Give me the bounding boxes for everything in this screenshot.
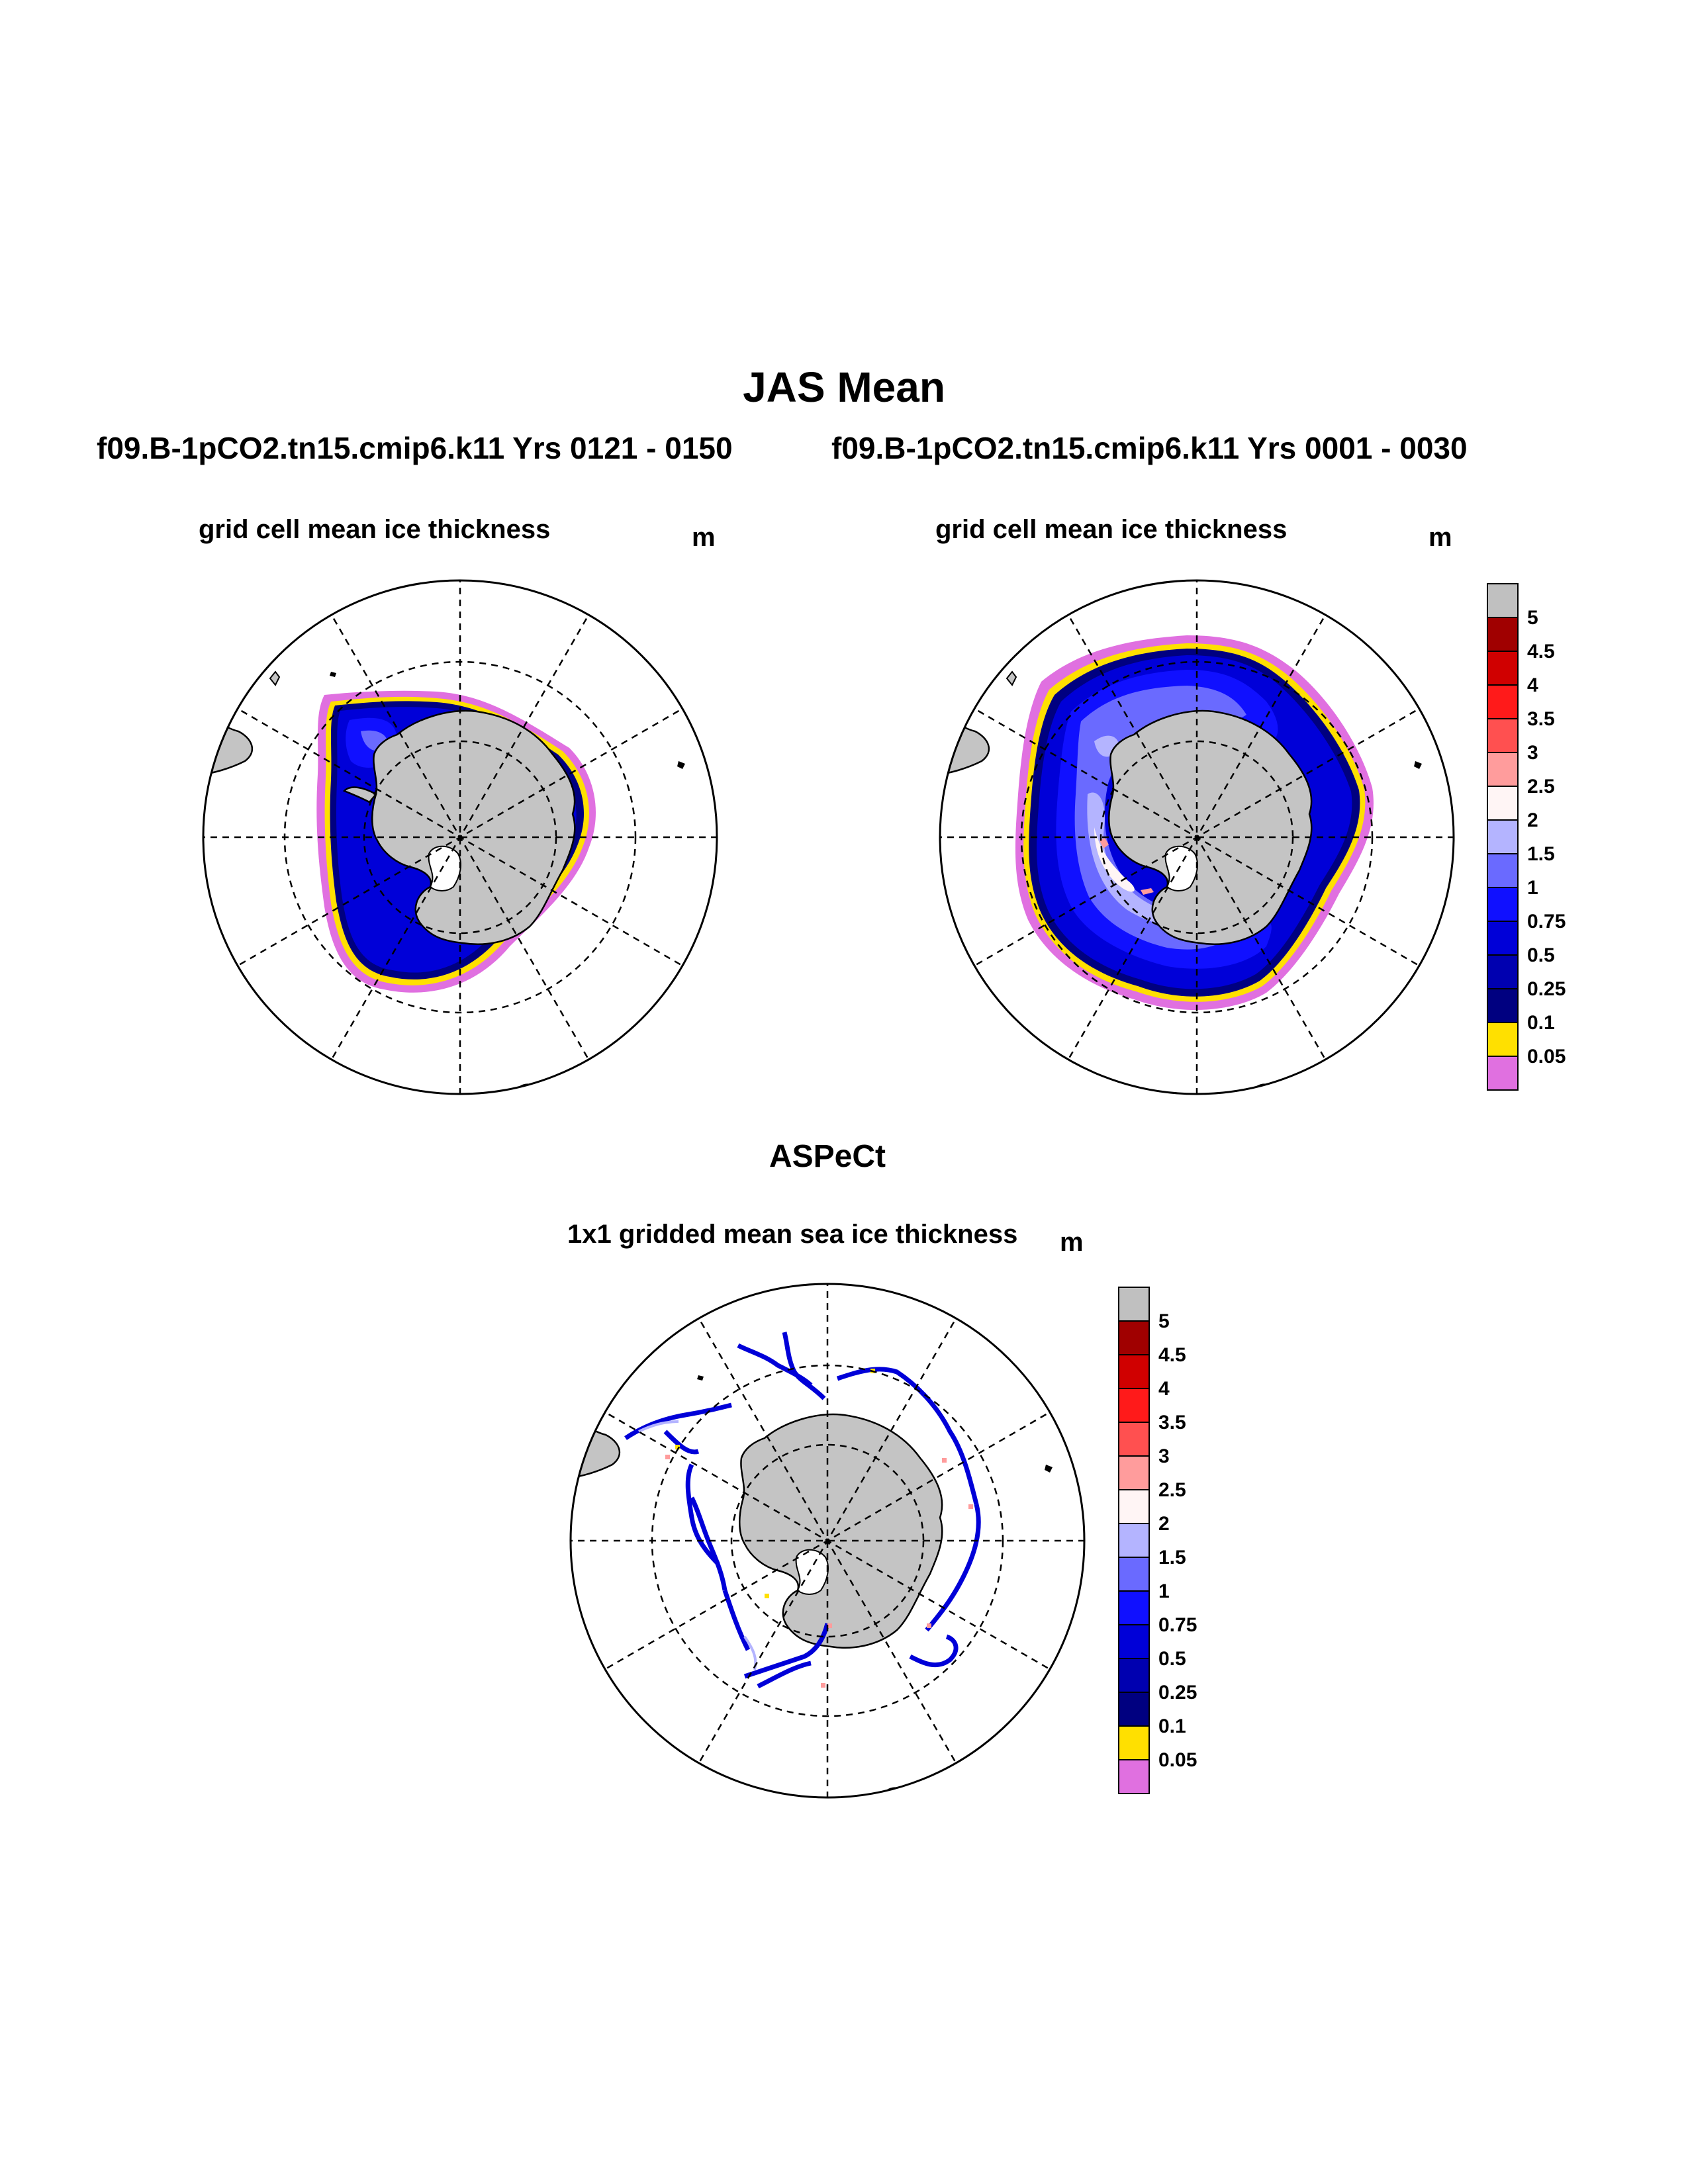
- ice-shelf: [1164, 845, 1198, 891]
- colorbar-label: 4.5: [1527, 641, 1555, 662]
- colorbar-label: 0.05: [1527, 1046, 1566, 1068]
- island: [1006, 670, 1017, 686]
- colorbar-label: 0.1: [1527, 1012, 1555, 1034]
- colorbar-box: [1118, 1590, 1150, 1625]
- island: [677, 761, 685, 769]
- colorbar-label: 3: [1158, 1445, 1170, 1467]
- colorbar-box: [1118, 1759, 1150, 1794]
- island: [1045, 1465, 1053, 1473]
- colorbar-box: [1118, 1557, 1150, 1592]
- colorbar-label: 0.25: [1527, 978, 1566, 1000]
- colorbar-label: 2.5: [1158, 1479, 1186, 1501]
- colorbar-label: 4.5: [1158, 1344, 1186, 1366]
- island: [269, 670, 281, 686]
- colorbar-label: 1.5: [1527, 843, 1555, 865]
- observation-points-thick: [665, 1455, 973, 1688]
- map-boundary: [939, 579, 1455, 1095]
- antarctica-land: [739, 1413, 943, 1649]
- peninsula-land: [342, 786, 377, 803]
- colorbar-box: [1118, 1287, 1150, 1322]
- ice-shelf: [795, 1549, 829, 1595]
- colorbar-label: 0.1: [1158, 1715, 1186, 1737]
- colorbar-box: [1487, 617, 1519, 652]
- island: [697, 1375, 704, 1381]
- right-subtitle: f09.B-1pCO2.tn15.cmip6.k11 Yrs 0001 - 00…: [831, 431, 1468, 465]
- colorbar-box: [1118, 1725, 1150, 1760]
- colorbar-label: 0.75: [1527, 911, 1566, 933]
- colorbar-label: 2.5: [1527, 776, 1555, 797]
- colorbar-box: [1487, 651, 1519, 686]
- colorbar-label: 1: [1527, 877, 1538, 899]
- colorbar-box: [1118, 1692, 1150, 1727]
- graticule: [203, 580, 717, 1094]
- colorbar-box: [1487, 853, 1519, 888]
- colorbar-box: [1118, 1455, 1150, 1490]
- colorbar-label: 3: [1527, 742, 1538, 764]
- bottom-units: m: [1060, 1228, 1084, 1257]
- colorbar-label: 4: [1527, 674, 1538, 696]
- colorbar-box: [1487, 887, 1519, 922]
- island: [330, 672, 336, 677]
- top-right-polar-map: [939, 579, 1455, 1095]
- top-left-panel-title: grid cell mean ice thickness: [199, 515, 551, 544]
- colorbar-label: 3.5: [1158, 1412, 1186, 1433]
- colorbar-box: [1487, 684, 1519, 719]
- colorbar-box: [1487, 583, 1519, 618]
- observation-tracks: [624, 1332, 981, 1689]
- colorbar-box: [1487, 921, 1519, 956]
- ice-pale-patch: [1087, 792, 1207, 927]
- top-left-polar-map: [202, 579, 718, 1095]
- bottom-polar-map: [569, 1283, 1086, 1799]
- colorbar-label: 0.5: [1527, 944, 1555, 966]
- colorbar-box: [1118, 1624, 1150, 1659]
- colorbar-box: [1118, 1658, 1150, 1693]
- graticule: [940, 580, 1454, 1094]
- bottom-colorbar: 5 4.5 4 3.5 3 2.5 2 1.5 1 0.75 0.5 0.25 0.1 0.05: [1118, 1287, 1197, 1794]
- map-boundary: [569, 1283, 1086, 1799]
- colorbar-label: 0.5: [1158, 1648, 1186, 1670]
- ice-shelf: [428, 845, 461, 891]
- antarctica-land: [1108, 709, 1313, 945]
- colorbar-box: [1487, 752, 1519, 787]
- colorbar-box: [1487, 1022, 1519, 1057]
- top-left-units: m: [692, 523, 716, 552]
- graticule: [571, 1284, 1084, 1797]
- colorbar-label: 0.75: [1158, 1614, 1197, 1636]
- top-right-panel-title: grid cell mean ice thickness: [935, 515, 1288, 544]
- colorbar-label: 1.5: [1158, 1547, 1186, 1569]
- colorbar-box: [1487, 988, 1519, 1023]
- colorbar-box: [1118, 1320, 1150, 1355]
- colorbar-box: [1487, 954, 1519, 989]
- colorbar-box: [1487, 718, 1519, 753]
- colorbar-box: [1118, 1354, 1150, 1389]
- colorbar-label: 2: [1158, 1513, 1170, 1535]
- colorbar-box: [1118, 1489, 1150, 1524]
- ice-thick-pink: [1141, 888, 1154, 895]
- colorbar-label: 4: [1158, 1378, 1170, 1400]
- colorbar-label: 5: [1158, 1310, 1170, 1332]
- bottom-panel-title: 1x1 gridded mean sea ice thickness: [567, 1220, 1018, 1249]
- colorbar-box: [1487, 819, 1519, 854]
- bottom-heading: ASPeCt: [769, 1139, 886, 1174]
- ice-thick-pink: [1100, 838, 1109, 848]
- colorbar-box: [1487, 1056, 1519, 1091]
- main-title: JAS Mean: [743, 363, 945, 411]
- colorbar-box: [1487, 786, 1519, 821]
- map-boundary: [202, 579, 718, 1095]
- island: [1414, 761, 1422, 769]
- colorbar-label: 1: [1158, 1580, 1170, 1602]
- ice-thickest-white: [1094, 827, 1135, 892]
- top-colorbar: 5 4.5 4 3.5 3 2.5 2 1.5 1 0.75 0.5 0.25 0.1 0.05: [1487, 583, 1566, 1091]
- left-subtitle: f09.B-1pCO2.tn15.cmip6.k11 Yrs 0121 - 01…: [97, 431, 733, 465]
- colorbar-box: [1118, 1523, 1150, 1558]
- colorbar-label: 0.25: [1158, 1682, 1197, 1704]
- antarctica-land: [371, 709, 576, 945]
- colorbar-label: 0.05: [1158, 1749, 1197, 1771]
- top-right-units: m: [1429, 523, 1452, 552]
- colorbar-label: 2: [1527, 809, 1538, 831]
- colorbar-box: [1118, 1422, 1150, 1457]
- colorbar-label: 3.5: [1527, 708, 1555, 730]
- colorbar-label: 5: [1527, 607, 1538, 629]
- colorbar-box: [1118, 1388, 1150, 1423]
